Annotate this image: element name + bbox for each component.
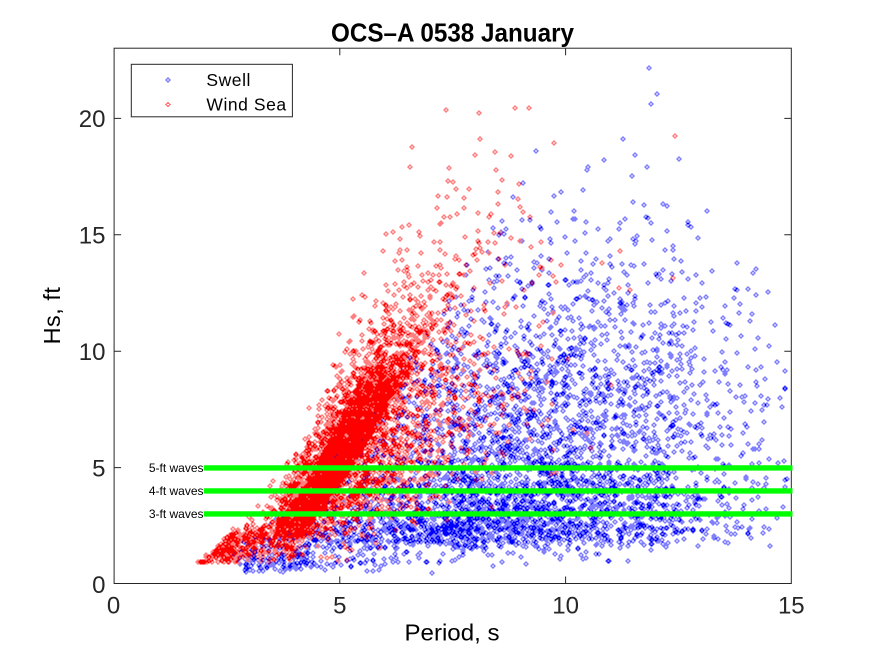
svg-text:5: 5 (333, 592, 346, 619)
svg-text:3-ft waves: 3-ft waves (149, 507, 204, 521)
svg-text:Hs, ft: Hs, ft (39, 287, 65, 345)
svg-text:0: 0 (92, 572, 105, 599)
svg-text:15: 15 (79, 223, 106, 250)
svg-text:15: 15 (778, 592, 805, 619)
svg-text:4-ft waves: 4-ft waves (149, 484, 204, 498)
svg-text:10: 10 (552, 592, 579, 619)
svg-text:5: 5 (92, 455, 105, 482)
svg-text:5-ft waves: 5-ft waves (149, 461, 204, 475)
svg-text:Wind Sea: Wind Sea (206, 94, 286, 114)
svg-text:Period, s: Period, s (405, 620, 500, 646)
svg-text:Swell: Swell (206, 70, 251, 90)
svg-text:OCS–A 0538 January: OCS–A 0538 January (331, 17, 575, 47)
svg-text:20: 20 (79, 106, 106, 133)
svg-text:0: 0 (107, 592, 120, 619)
svg-text:10: 10 (79, 339, 106, 366)
